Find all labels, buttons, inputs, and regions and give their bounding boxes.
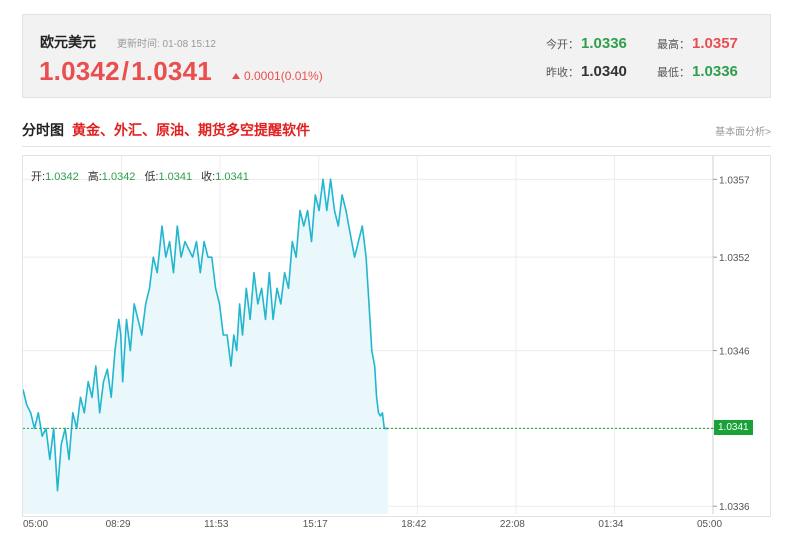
open-stat: 今开： 1.0336 [546, 35, 627, 52]
section-title: 分时图 [22, 122, 64, 138]
update-time: 更新时间: 01-08 15:12 [117, 39, 216, 50]
x-tick-label: 05:00 [23, 519, 49, 530]
pair-name: 欧元美元 [40, 34, 96, 50]
change-value: 0.0001(0.01%) [244, 69, 323, 83]
current-price: 1.0342/1.0341 [39, 56, 212, 87]
x-tick-label: 08:29 [105, 519, 131, 530]
prev-close-label: 昨收： [546, 67, 579, 79]
high-value: 1.0357 [692, 35, 738, 52]
y-tick-label: 1.0346 [719, 347, 750, 358]
chart-svg: 1.0357 1.0352 1.0346 1.0341 1.0336 [23, 156, 750, 515]
low-label: 最低： [657, 67, 690, 79]
ohlc-low-label: 低: [144, 171, 159, 183]
open-value: 1.0336 [581, 35, 627, 52]
x-tick-label: 22:08 [499, 519, 525, 530]
x-tick-label: 15:17 [302, 519, 328, 530]
low-stat: 最低： 1.0336 [657, 63, 738, 80]
ohlc-open-label: 开: [31, 171, 46, 183]
price-area-fill [23, 179, 389, 515]
price-line [23, 178, 389, 492]
y-tick-label: 1.0336 [719, 502, 750, 513]
section-header: 分时图 黄金、外汇、原油、期货多空提醒软件 基本面分析> [22, 118, 771, 147]
ohlc-high-label: 高: [87, 171, 102, 183]
x-tick-label: 18:42 [401, 519, 427, 530]
high-stat: 最高： 1.0357 [657, 35, 738, 52]
prev-close-value: 1.0340 [581, 63, 627, 80]
current-price-tag: 1.0341 [714, 420, 753, 436]
prev-close-stat: 昨收： 1.0340 [546, 63, 627, 80]
open-label: 今开： [546, 39, 579, 51]
y-tick-label: 1.0357 [719, 175, 750, 186]
up-arrow-icon [232, 73, 240, 79]
y-tick-label: 1.0352 [719, 253, 750, 264]
ohlc-high-value: 1.0342 [101, 171, 136, 183]
price-separator: / [121, 56, 130, 86]
ohlc-readout: 开:1.0342 高:1.0342 低:1.0341 收:1.0341 [31, 168, 258, 184]
fundamental-analysis-link[interactable]: 基本面分析> [715, 127, 771, 138]
ohlc-close-label: 收: [201, 171, 216, 183]
ohlc-close-value: 1.0341 [215, 171, 249, 183]
ohlc-open-value: 1.0342 [45, 171, 79, 183]
promo-link[interactable]: 黄金、外汇、原油、期货多空提醒软件 [72, 122, 310, 138]
price-change: 0.0001(0.01%) [232, 69, 323, 83]
bid-price: 1.0342 [39, 56, 120, 86]
quote-panel: 欧元美元 更新时间: 01-08 15:12 1.0342/1.0341 0.0… [22, 14, 771, 98]
low-value: 1.0336 [692, 63, 738, 80]
ohlc-low-value: 1.0341 [158, 171, 193, 183]
x-tick-label: 01:34 [598, 519, 624, 530]
x-tick-label: 05:00 [697, 519, 723, 530]
x-tick-label: 11:53 [204, 519, 229, 530]
ask-price: 1.0341 [131, 56, 212, 86]
high-label: 最高： [657, 39, 690, 51]
